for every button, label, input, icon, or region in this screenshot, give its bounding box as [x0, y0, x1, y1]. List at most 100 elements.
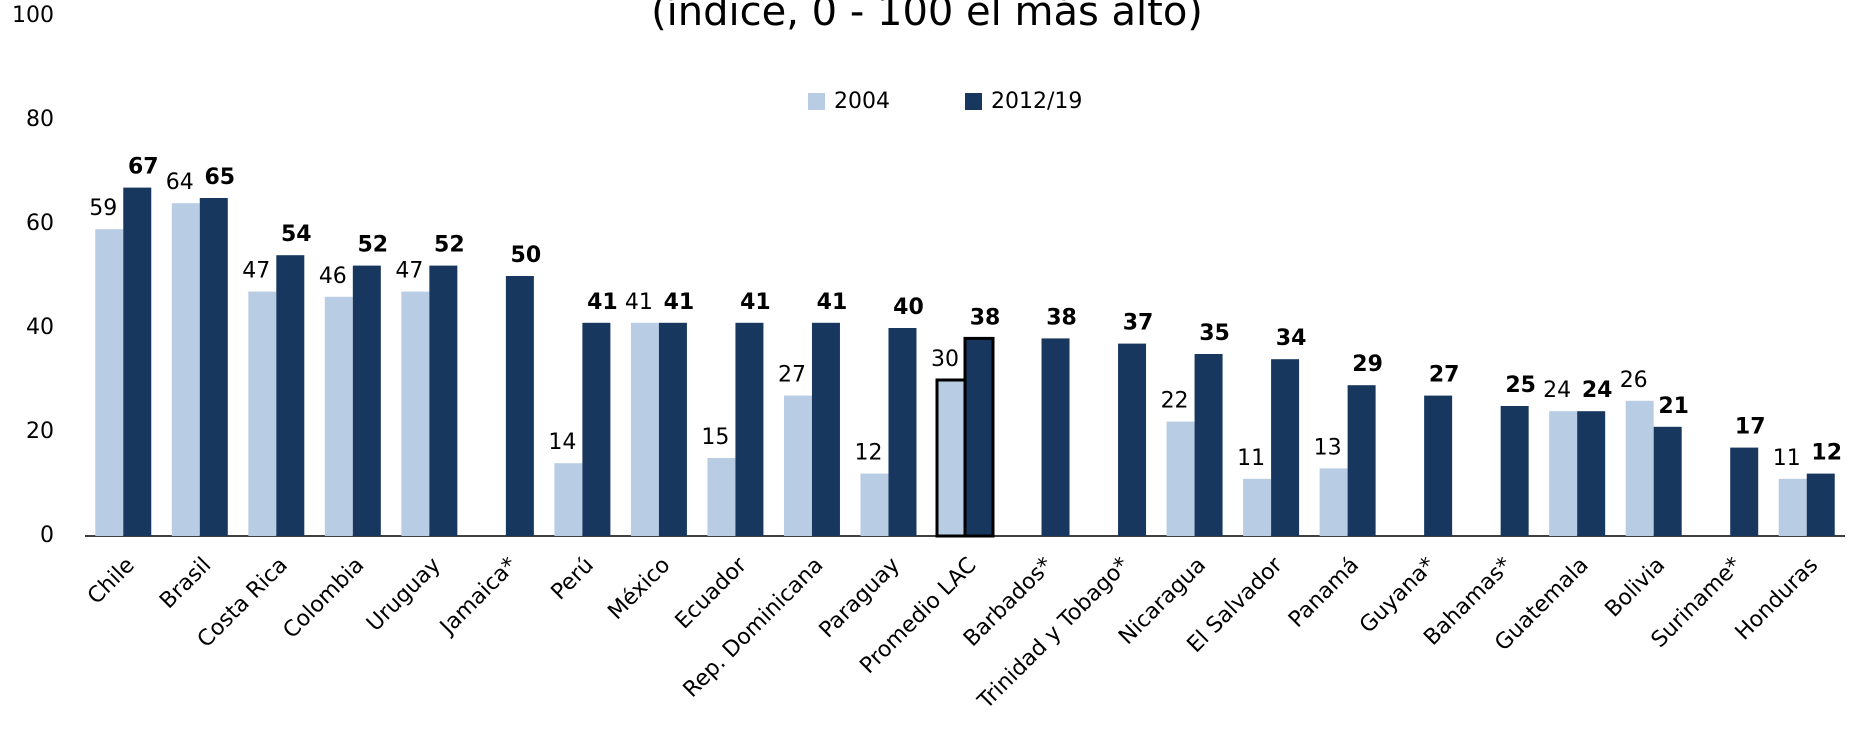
data-label: 21: [1658, 394, 1689, 419]
legend-label: 2012/19: [991, 89, 1082, 114]
data-label: 24: [1582, 378, 1613, 403]
y-tick-label: 100: [12, 3, 54, 28]
data-label: 46: [319, 264, 347, 289]
data-label: 27: [778, 363, 806, 388]
bar: [1653, 426, 1682, 536]
data-label: 40: [893, 295, 924, 320]
data-label: 59: [89, 196, 117, 221]
bar: [199, 198, 228, 536]
data-label: 50: [511, 243, 542, 268]
bar: [1166, 421, 1195, 536]
data-label: 11: [1773, 446, 1801, 471]
data-label: 52: [434, 233, 465, 258]
x-tick-label: Panamá: [1284, 553, 1364, 633]
x-tick-label: Bolivia: [1601, 553, 1671, 623]
data-label: 24: [1543, 378, 1571, 403]
data-label: 17: [1735, 415, 1766, 440]
data-label: 64: [166, 170, 194, 195]
bar: [963, 336, 995, 538]
data-label: 52: [358, 233, 389, 258]
data-label: 29: [1352, 352, 1383, 377]
x-tick-label: Jamaica*: [434, 553, 522, 641]
bar: [352, 265, 381, 536]
legend-label: 2004: [834, 89, 890, 114]
bar: [554, 463, 583, 536]
bar: [123, 187, 152, 536]
data-label: 54: [281, 222, 312, 247]
bar: [582, 322, 611, 536]
data-label: 41: [625, 290, 653, 315]
bar: [707, 458, 736, 536]
x-tick-label: Uruguay: [362, 553, 446, 637]
bar: [171, 203, 200, 536]
data-label: 35: [1199, 321, 1230, 346]
data-label: 47: [395, 259, 423, 284]
data-label: 34: [1276, 326, 1307, 351]
data-label: 41: [740, 290, 771, 315]
x-tick-label: Trinidad y Tobago*: [973, 553, 1135, 715]
data-label: 26: [1620, 368, 1648, 393]
bar: [95, 229, 124, 536]
x-tick-label: Ecuador: [671, 552, 753, 634]
bar: [888, 328, 917, 536]
data-label: 14: [548, 430, 576, 455]
bar: [935, 378, 967, 538]
data-label: 27: [1429, 363, 1460, 388]
data-label: 11: [1237, 446, 1265, 471]
data-label: 38: [970, 305, 1001, 330]
bar: [1271, 359, 1300, 536]
y-tick-label: 20: [26, 419, 54, 444]
bar: [1118, 343, 1147, 536]
bar: [1806, 473, 1835, 536]
bar: [783, 395, 812, 536]
y-tick-label: 80: [26, 107, 54, 132]
bar: [1730, 447, 1759, 536]
data-label: 30: [931, 347, 959, 372]
bar: [276, 255, 305, 536]
data-label: 38: [1046, 305, 1077, 330]
data-label: 47: [242, 259, 270, 284]
bar: [324, 296, 353, 536]
bar: [1194, 354, 1223, 536]
x-tick-label: Perú: [547, 553, 599, 605]
x-tick-label: Honduras: [1731, 553, 1824, 646]
bar: [1424, 395, 1453, 536]
legend-swatch: [808, 93, 825, 110]
bar: [811, 322, 840, 536]
bar: [1243, 478, 1272, 536]
bar: [1041, 338, 1070, 536]
bar: [1549, 411, 1578, 536]
data-label: 13: [1314, 435, 1342, 460]
x-tick-label: Rep. Dominicana: [679, 553, 829, 703]
y-tick-label: 0: [40, 523, 54, 548]
bar: [401, 291, 430, 536]
legend-swatch: [965, 93, 982, 110]
data-label: 15: [701, 425, 729, 450]
data-label: 25: [1505, 373, 1536, 398]
x-tick-label: Colombia: [279, 553, 370, 644]
x-tick-label: México: [603, 553, 675, 625]
bar: [630, 322, 659, 536]
chart-title: (índice, 0 - 100 el más alto): [651, 0, 1203, 35]
bar: [658, 322, 687, 536]
x-tick-label: Chile: [83, 553, 140, 610]
data-label: 22: [1161, 389, 1189, 414]
data-label: 41: [587, 290, 618, 315]
data-label: 65: [204, 165, 235, 190]
bar: [429, 265, 458, 536]
y-tick-label: 40: [26, 315, 54, 340]
bar: [1625, 400, 1654, 536]
bar: [860, 473, 889, 536]
data-label: 37: [1123, 311, 1154, 336]
x-tick-label: Brasil: [155, 553, 216, 614]
bar: [1347, 385, 1376, 536]
data-label: 12: [1811, 441, 1842, 466]
y-tick-label: 60: [26, 211, 54, 236]
data-label: 41: [664, 290, 695, 315]
bar: [1319, 468, 1348, 536]
bar: [505, 276, 534, 536]
data-label: 67: [128, 155, 159, 180]
bar: [735, 322, 764, 536]
bar: [248, 291, 277, 536]
